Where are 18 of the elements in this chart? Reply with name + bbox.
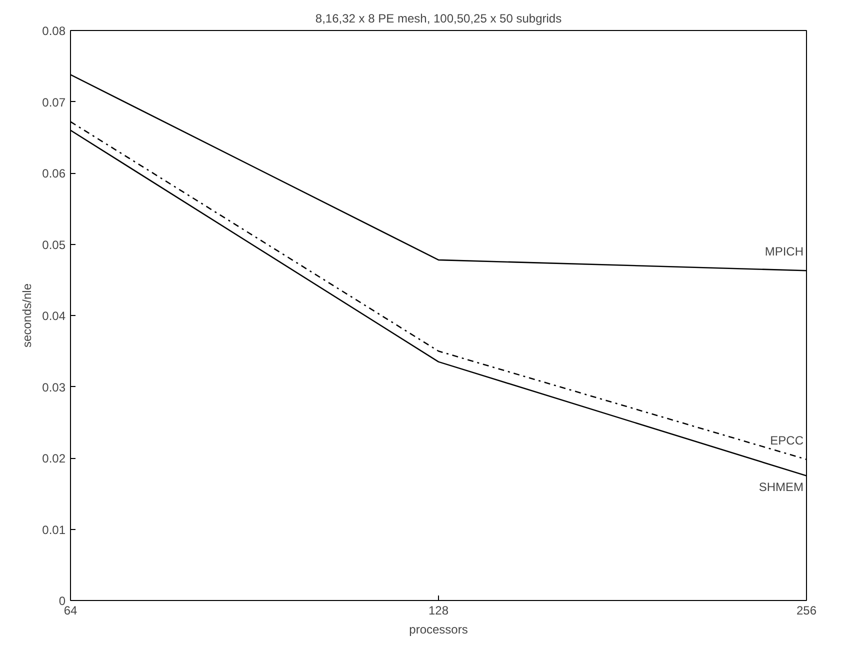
x-tick-label: 128 xyxy=(428,604,449,618)
y-tick-label: 0.05 xyxy=(42,238,66,252)
x-tick-label: 256 xyxy=(796,604,817,618)
y-tick-label: 0.02 xyxy=(42,452,66,466)
y-tick-label: 0.08 xyxy=(42,24,66,38)
y-tick-label: 0.01 xyxy=(42,522,66,537)
x-tick-label: 64 xyxy=(64,604,78,618)
series-label: MPICH xyxy=(764,244,804,259)
y-tick-label: 0 xyxy=(58,594,66,608)
y-tick-label: 0.04 xyxy=(42,309,66,323)
chart-title: 8,16,32 x 8 PE mesh, 100,50,25 x 50 subgrids xyxy=(315,12,562,26)
y-axis-title: seconds/nle xyxy=(20,283,34,348)
x-axis-title: processors xyxy=(409,622,468,636)
y-tick-label: 0.06 xyxy=(42,166,66,180)
series-label: SHMEM xyxy=(758,480,804,494)
y-tick-label: 0.07 xyxy=(42,95,66,110)
series-label: EPCC xyxy=(770,433,804,448)
y-tick-label: 0.03 xyxy=(42,380,66,394)
